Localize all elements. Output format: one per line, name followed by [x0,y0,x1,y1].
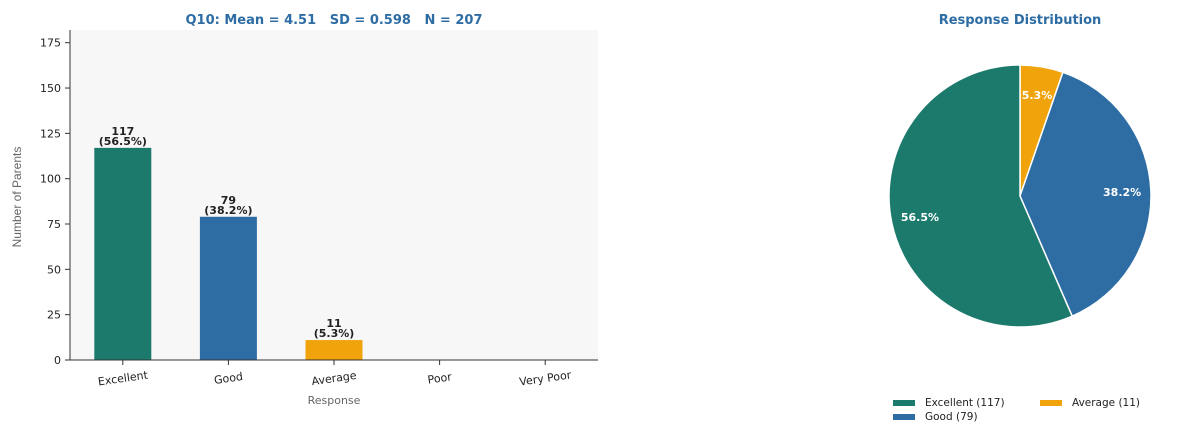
x-tick-label: Good [213,370,243,387]
bar-value-labels: 117 (56.5%) 79 (38.2%) 11 (5.3%) [99,125,355,340]
bar-average [305,340,363,360]
x-tick-label: Average [311,369,358,388]
pie-slice-excellent [888,64,1074,328]
bar-plot-area [70,30,598,360]
y-tick-label: 50 [47,263,61,276]
y-tick-label: 175 [40,37,61,50]
legend-swatch [893,400,915,406]
x-tick-label: Excellent [97,368,149,388]
bar-value-label: 117 (56.5%) [99,125,147,148]
pie-slice-label: 5.3% [1022,89,1053,102]
y-tick-label: 25 [47,309,61,322]
bar-value-label: 11 (5.3%) [314,317,355,340]
bar-chart: Q10: Mean = 4.51 SD = 0.598 N = 207 0 25 5… [10,13,598,407]
y-tick-label: 150 [40,82,61,95]
pie-chart: Response Distribution 5.3% 38.2% 56.5% Exc… [888,13,1152,423]
legend-label: Excellent (117) [925,397,1005,409]
legend-swatch [1040,400,1062,406]
pie-legend: Excellent (117) Average (11) Good (79) [893,397,1140,423]
pie-slice-good [1019,71,1152,318]
pie-slice-label: 56.5% [901,211,939,224]
y-axis-label: Number of Parents [10,147,24,248]
bar-series [94,147,363,360]
bar-value-label: 79 (38.2%) [204,194,252,217]
pie-chart-title: Response Distribution [939,13,1102,28]
pie-slice-label: 38.2% [1103,186,1141,199]
legend-label: Average (11) [1072,397,1140,409]
x-tick-label: Poor [427,370,453,386]
pie-slices [888,64,1152,328]
pie-slice-labels: 5.3% 38.2% 56.5% [901,89,1141,224]
x-tick-label: Very Poor [519,368,573,388]
y-tick-label: 100 [40,173,61,186]
legend-swatch [893,414,915,420]
legend-label: Good (79) [925,411,978,423]
y-tick-label: 75 [47,218,61,231]
x-axis-label: Response [308,394,361,407]
x-axis-ticks: Excellent Good Average Poor Very Poor [97,360,572,389]
bar-excellent [94,147,152,360]
y-tick-label: 0 [54,354,61,367]
y-axis-ticks: 0 25 50 75 100 125 150 175 [40,37,70,367]
y-tick-label: 125 [40,127,61,140]
bar-chart-title: Q10: Mean = 4.51 SD = 0.598 N = 207 [185,13,482,28]
bar-good [199,216,257,360]
